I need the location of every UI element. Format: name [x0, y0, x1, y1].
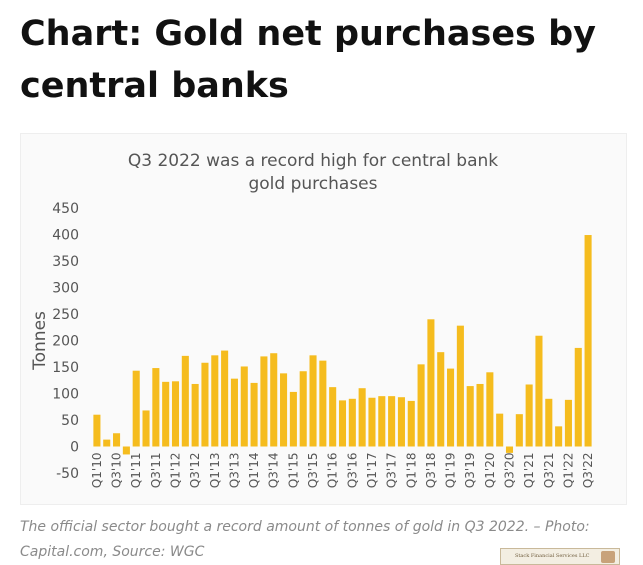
x-tick-label: Q3'18 — [424, 453, 438, 489]
bar — [476, 383, 484, 447]
bar — [319, 360, 327, 447]
bar — [270, 353, 278, 447]
photo-caption: The official sector bought a record amou… — [20, 519, 590, 560]
bar — [574, 347, 582, 447]
bar — [417, 364, 425, 447]
bar — [299, 371, 307, 447]
bar — [486, 372, 494, 447]
bar — [338, 400, 347, 447]
bar — [142, 410, 150, 447]
x-tick-label: Q1'17 — [365, 453, 379, 489]
bar — [545, 398, 553, 447]
watermark-text: Stack Financial Services LLC — [515, 553, 590, 559]
headline: Chart: Gold net purchases by central ban… — [20, 14, 596, 106]
bar — [348, 398, 356, 447]
bar — [250, 382, 258, 447]
bar — [505, 446, 514, 453]
bar — [230, 378, 238, 447]
bar — [201, 362, 209, 447]
y-tick-label: -50 — [56, 466, 79, 482]
bar-chart: Q3 2022 was a record high for central ba… — [30, 151, 595, 489]
bar — [378, 396, 386, 447]
bar — [191, 383, 199, 447]
bar — [211, 355, 219, 447]
bar — [162, 381, 170, 447]
x-tick-label: Q3'14 — [267, 453, 281, 489]
bar — [122, 446, 130, 455]
y-tick-label: 250 — [52, 307, 79, 323]
x-tick-label: Q1'14 — [247, 453, 261, 489]
bar — [388, 396, 396, 447]
x-tick-label: Q1'16 — [326, 453, 340, 489]
x-tick-label: Q3'13 — [227, 453, 241, 489]
bar — [171, 381, 180, 447]
x-tick-label: Q1'12 — [169, 453, 183, 489]
bar — [103, 439, 111, 447]
bar — [368, 397, 376, 447]
bar — [132, 370, 140, 447]
x-tick-label: Q3'10 — [110, 453, 124, 489]
y-tick-label: 450 — [52, 201, 79, 217]
x-tick-label: Q3'15 — [306, 453, 320, 489]
x-tick-label: Q1'22 — [561, 453, 575, 489]
watermark-logo: Stack Financial Services LLC — [500, 548, 620, 565]
x-tick-label: Q1'11 — [129, 453, 143, 489]
x-tick-label: Q3'19 — [463, 453, 477, 489]
y-axis-label: Tonnes — [30, 311, 50, 371]
x-tick-label: Q3'16 — [345, 453, 359, 489]
bar — [564, 399, 572, 447]
bar — [447, 368, 455, 447]
x-tick-label: Q3'21 — [542, 453, 556, 489]
bar — [515, 414, 523, 447]
bar — [456, 325, 464, 447]
x-tick-label: Q3'12 — [188, 453, 202, 489]
x-tick-label: Q1'19 — [444, 453, 458, 489]
bar — [152, 368, 160, 447]
y-tick-label: 350 — [52, 254, 79, 270]
bar — [181, 355, 189, 447]
bar — [221, 350, 229, 447]
bar — [427, 319, 435, 447]
bar — [584, 235, 592, 447]
bar — [309, 355, 317, 447]
x-tick-label: Q1'10 — [90, 453, 104, 489]
bar — [466, 386, 474, 447]
x-tick-label: Q3'22 — [581, 453, 595, 489]
y-tick-label: 150 — [52, 360, 79, 376]
x-tick-label: Q1'20 — [483, 453, 497, 489]
x-tick-label: Q1'13 — [208, 453, 222, 489]
bar — [260, 356, 268, 447]
y-tick-label: 200 — [52, 334, 79, 350]
x-tick-label: Q3'20 — [503, 453, 517, 489]
x-tick-label: Q3'17 — [385, 453, 399, 489]
x-tick-label: Q1'21 — [522, 453, 536, 489]
bar — [555, 426, 563, 447]
bar — [280, 373, 288, 447]
bar — [240, 366, 248, 447]
bar — [289, 391, 297, 447]
bar — [329, 387, 337, 447]
bar — [496, 413, 504, 447]
y-tick-label: 50 — [61, 413, 79, 429]
y-tick-label: 400 — [52, 228, 79, 244]
seal-icon — [601, 551, 615, 563]
y-tick-label: 300 — [52, 281, 79, 297]
chart-container: Q3 2022 was a record high for central ba… — [20, 133, 627, 505]
bar — [535, 335, 543, 447]
x-tick-label: Q1'15 — [286, 453, 300, 489]
x-tick-label: Q1'18 — [404, 453, 418, 489]
chart-title: gold purchases — [248, 174, 377, 194]
y-tick-label: 0 — [70, 440, 79, 456]
x-tick-label: Q3'11 — [149, 453, 163, 489]
y-tick-label: 100 — [52, 387, 79, 403]
bar — [437, 352, 445, 447]
bar — [113, 433, 121, 447]
bar — [397, 397, 405, 447]
chart-title: Q3 2022 was a record high for central ba… — [128, 151, 498, 171]
bar — [93, 414, 101, 447]
bar — [358, 388, 366, 447]
bar — [525, 384, 533, 447]
bar — [407, 400, 415, 447]
